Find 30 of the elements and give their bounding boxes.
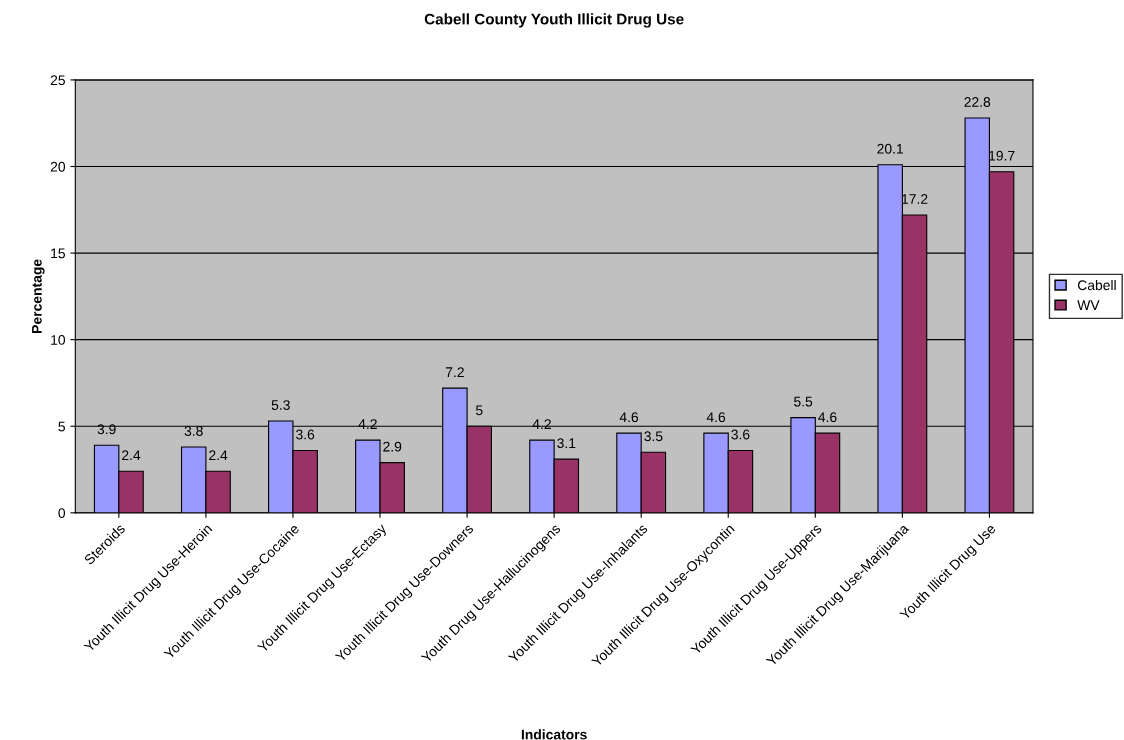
data-label: 3.9 (97, 424, 116, 435)
data-label: 3.6 (296, 429, 315, 440)
data-label: 2.4 (209, 450, 228, 461)
data-label: 2.4 (122, 450, 141, 461)
data-label: 4.6 (619, 412, 639, 423)
data-label: 7.2 (445, 367, 464, 377)
y-tick-label: 25 (50, 75, 65, 86)
data-label: 3.1 (557, 438, 576, 449)
data-label: 3.8 (184, 426, 203, 436)
legend-label: Cabell (1077, 279, 1116, 291)
y-tick-label: 0 (58, 508, 66, 518)
data-label: 5.5 (794, 396, 813, 407)
y-tick-label: 15 (51, 248, 65, 259)
chart-title: Cabell County Youth Illicit Drug Use (424, 13, 684, 28)
data-label: 3.6 (731, 429, 750, 440)
data-label: 20.1 (877, 143, 904, 154)
data-label: 5.3 (271, 400, 290, 410)
legend-label: WV (1077, 300, 1100, 310)
data-label: 4.6 (818, 412, 837, 423)
data-label: 3.5 (644, 431, 663, 442)
x-axis-title: Indicators (521, 729, 587, 740)
data-label: 19.7 (989, 150, 1015, 161)
data-label: 22.8 (964, 97, 991, 107)
data-label: 2.9 (383, 441, 402, 452)
data-label: 5 (475, 405, 483, 416)
y-tick-label: 5 (58, 421, 65, 432)
data-label: 4.6 (706, 412, 726, 423)
y-tick-label: 20 (50, 161, 66, 172)
y-tick-label: 10 (51, 334, 66, 345)
y-axis-title: Percentage (32, 259, 45, 333)
